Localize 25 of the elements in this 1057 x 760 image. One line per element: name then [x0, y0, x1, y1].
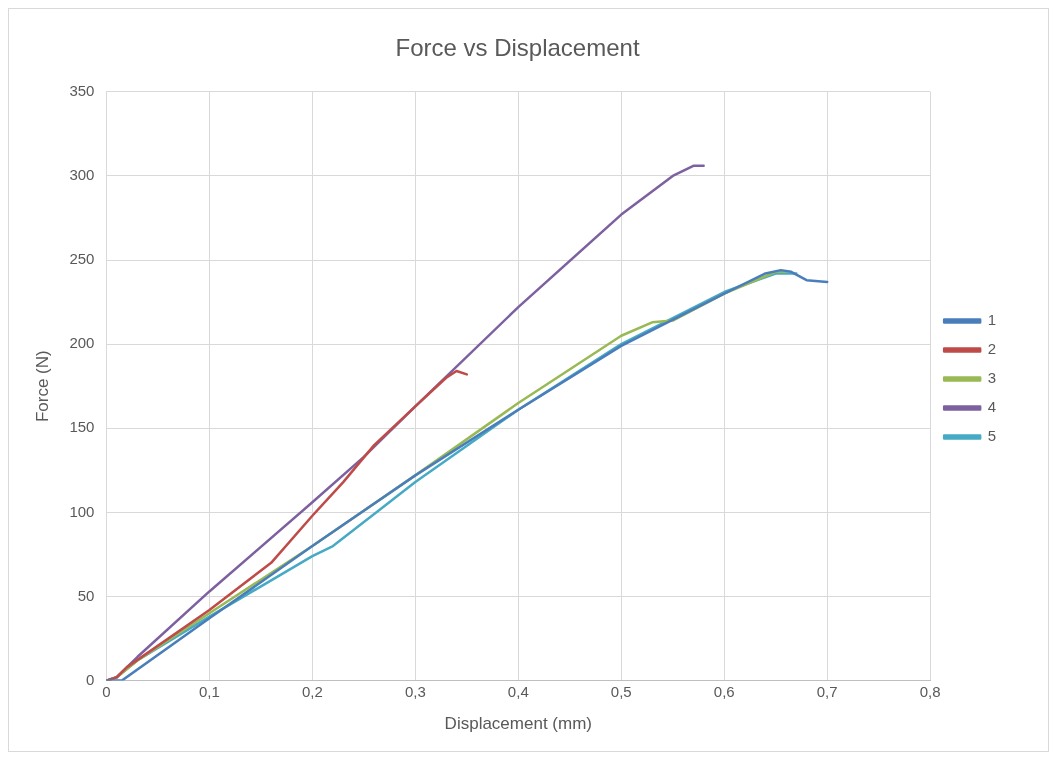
y-tick-label: 100	[69, 502, 95, 520]
x-tick-label: 0,4	[507, 682, 529, 700]
x-tick-label: 0,7	[816, 682, 838, 700]
legend-label: 3	[987, 369, 996, 387]
y-tick-label: 200	[69, 334, 95, 352]
x-tick-label: 0,6	[713, 682, 735, 700]
y-tick-label: 50	[77, 586, 95, 604]
y-tick-label: 250	[69, 250, 95, 268]
x-tick-label: 0,5	[610, 682, 632, 700]
x-tick-label: 0	[102, 682, 111, 700]
y-tick-label: 150	[69, 418, 95, 436]
x-axis-title: Displacement (mm)	[444, 714, 592, 734]
y-axis-title: Force (N)	[32, 350, 52, 423]
legend-label: 5	[987, 427, 996, 445]
x-tick-label: 0,1	[198, 682, 220, 700]
legend-label: 4	[987, 398, 996, 416]
y-tick-label: 300	[69, 166, 95, 184]
legend-label: 1	[987, 311, 996, 329]
x-tick-label: 0,2	[301, 682, 323, 700]
x-tick-label: 0,3	[404, 682, 426, 700]
legend-label: 2	[987, 340, 996, 358]
y-tick-label: 350	[69, 81, 95, 99]
chart-title: Force vs Displacement	[395, 34, 640, 62]
x-tick-label: 0,8	[919, 682, 941, 700]
y-tick-label: 0	[86, 670, 95, 688]
